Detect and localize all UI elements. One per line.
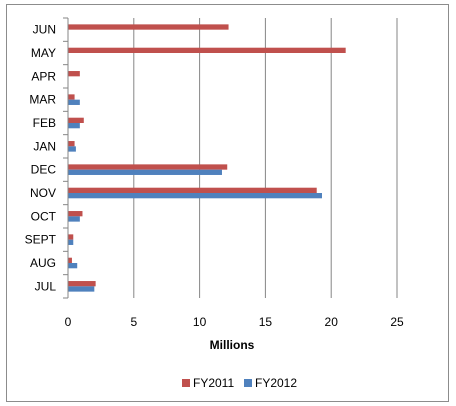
bar-fy2011-jan <box>68 141 75 147</box>
bar-fy2012-sept <box>68 239 74 245</box>
bar-fy2012-mar <box>68 99 80 105</box>
bar-fy2011-jun <box>68 24 229 30</box>
category-label: SEPT <box>25 233 57 247</box>
x-tick-label: 0 <box>65 315 72 329</box>
bar-fy2011-feb <box>68 117 84 123</box>
legend-label-fy2012: FY2012 <box>255 376 297 390</box>
bar-fy2011-dec <box>68 164 228 170</box>
x-tick-label: 5 <box>130 315 137 329</box>
bar-fy2012-dec <box>68 169 222 175</box>
category-label: APR <box>31 69 56 83</box>
legend-swatch-fy2011 <box>182 379 190 387</box>
x-tick-label: 10 <box>193 315 207 329</box>
bar-fy2012-nov <box>68 193 322 199</box>
bars <box>68 24 346 292</box>
category-label: DEC <box>31 163 57 177</box>
bar-fy2011-jul <box>68 281 96 287</box>
category-label: NOV <box>30 186 56 200</box>
chart-frame <box>6 4 449 402</box>
x-tick-label: 25 <box>390 315 404 329</box>
y-tick-labels: JUL AUG SEPT OCT NOV DEC JAN FEB MAR APR MAY JUN <box>25 23 57 294</box>
category-label: JUN <box>33 23 56 37</box>
x-tick-label: 20 <box>325 315 339 329</box>
legend-label-fy2011: FY2011 <box>193 376 234 390</box>
category-label: JUL <box>35 279 57 293</box>
axes <box>63 17 69 299</box>
gridlines <box>133 18 398 298</box>
bar-fy2012-oct <box>68 216 80 222</box>
category-label: FEB <box>33 116 56 130</box>
legend-swatch-fy2012 <box>244 379 252 387</box>
x-tick-labels: 0 5 10 15 20 25 <box>65 315 404 329</box>
category-label: JAN <box>33 139 56 153</box>
bar-fy2011-sept <box>68 234 74 240</box>
bar-fy2012-feb <box>68 123 80 129</box>
bar-fy2011-oct <box>68 211 83 217</box>
category-label: MAY <box>31 46 56 60</box>
bar-fy2012-jul <box>68 286 95 292</box>
bar-fy2011-nov <box>68 187 317 193</box>
legend: FY2011 FY2012 <box>182 376 297 390</box>
bar-fy2011-apr <box>68 71 80 77</box>
bar-fy2011-mar <box>68 94 75 100</box>
category-label: OCT <box>31 209 57 223</box>
bar-fy2012-jan <box>68 146 76 152</box>
bar-fy2011-may <box>68 47 346 53</box>
bar-fy2012-aug <box>68 263 78 269</box>
x-tick-label: 15 <box>259 315 273 329</box>
category-label: AUG <box>30 256 56 270</box>
bar-fy2011-aug <box>68 257 72 263</box>
x-axis-title: Millions <box>210 338 255 352</box>
category-label: MAR <box>29 93 56 107</box>
